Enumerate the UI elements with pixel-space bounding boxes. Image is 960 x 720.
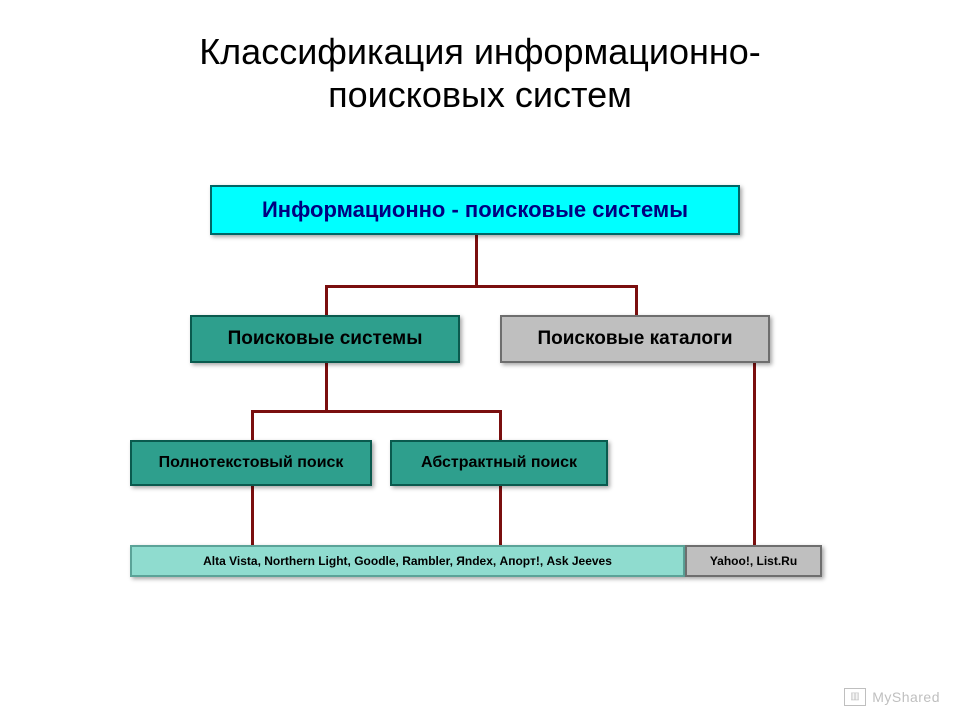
classification-diagram: Информационно - поисковые системы Поисков… <box>130 185 822 595</box>
connector-line <box>325 285 328 315</box>
watermark-text: MyShared <box>872 689 940 705</box>
connector-line <box>499 486 502 545</box>
node-systems: Поисковые системы <box>190 315 460 363</box>
node-abstract: Абстрактный поиск <box>390 440 608 486</box>
node-examples-right: Yahoo!, List.Ru <box>685 545 822 577</box>
connector-line <box>753 363 756 545</box>
node-examples-left: Alta Vista, Northern Light, Goodle, Ramb… <box>130 545 685 577</box>
connector-line <box>325 363 328 410</box>
node-fulltext: Полнотекстовый поиск <box>130 440 372 486</box>
connector-line <box>635 285 638 315</box>
connector-line <box>499 410 502 440</box>
page-title: Классификация информационно- поисковых с… <box>0 0 960 116</box>
connector-line <box>251 410 502 413</box>
connector-line <box>475 235 478 285</box>
presentation-icon: ▥ <box>844 688 866 706</box>
node-root: Информационно - поисковые системы <box>210 185 740 235</box>
connector-line <box>325 285 638 288</box>
node-catalogs: Поисковые каталоги <box>500 315 770 363</box>
watermark: ▥ MyShared <box>844 688 940 706</box>
connector-line <box>251 486 254 545</box>
title-line2: поисковых систем <box>328 74 632 115</box>
connector-line <box>251 410 254 440</box>
title-line1: Классификация информационно- <box>199 31 761 72</box>
